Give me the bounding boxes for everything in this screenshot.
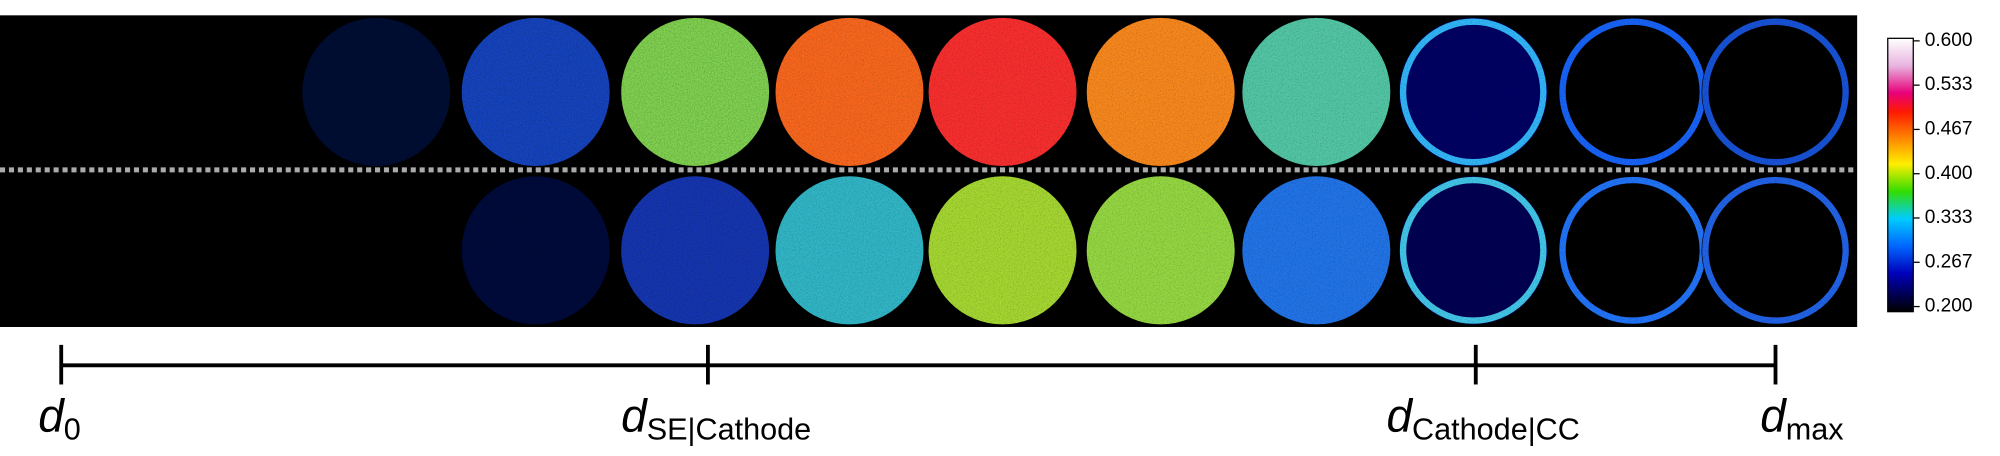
disc-rim <box>1702 176 1849 324</box>
disc <box>621 176 770 325</box>
disc <box>775 17 924 167</box>
colorbar-label: 0.600 <box>1925 30 1973 51</box>
disc <box>1558 17 1707 167</box>
colorbar-label: 0.533 <box>1925 74 1973 95</box>
disc <box>775 176 924 325</box>
disc <box>461 176 610 325</box>
disc <box>1399 176 1548 325</box>
depth-symbol: d <box>621 390 648 442</box>
disc <box>302 17 451 167</box>
depth-marks: d0 dSE|Cathode dCathode|CC dmax <box>38 344 1844 447</box>
colorbar-label: 0.200 <box>1925 296 1973 317</box>
disc <box>928 176 1077 325</box>
disc <box>1701 176 1850 325</box>
disc <box>1242 176 1391 325</box>
disc <box>302 176 451 325</box>
depth-label: dCathode|CC <box>1386 390 1579 447</box>
colorbar-label: 0.267 <box>1925 251 1973 272</box>
disc <box>1558 176 1707 325</box>
depth-symbol: d <box>1386 390 1413 442</box>
disc <box>621 17 770 167</box>
disc-rim <box>1702 18 1849 166</box>
depth-label: dmax <box>1760 390 1843 447</box>
colorbar <box>1887 37 1914 313</box>
depth-label: d0 <box>38 390 81 447</box>
depth-subscript: max <box>1786 412 1844 446</box>
disc-rim <box>1399 176 1547 324</box>
depth-subscript: SE|Cathode <box>647 412 811 446</box>
disc <box>461 17 610 167</box>
disc <box>928 17 1077 167</box>
disc <box>1242 17 1391 167</box>
depth-subscript: 0 <box>64 412 81 446</box>
disc <box>1086 176 1235 325</box>
colorbar-label: 0.333 <box>1925 207 1973 228</box>
depth-symbol: d <box>1760 390 1787 442</box>
disc <box>1086 17 1235 167</box>
depth-symbol: d <box>38 390 65 442</box>
colorbar-ticks: 0.600 0.533 0.467 0.400 0.333 0.267 0.200 <box>1913 30 1973 317</box>
colorbar-label: 0.467 <box>1925 118 1973 139</box>
disc <box>1399 17 1548 167</box>
disc <box>1701 17 1850 167</box>
disc-images <box>302 17 1850 325</box>
depth-label: dSE|Cathode <box>621 390 811 447</box>
depth-subscript: Cathode|CC <box>1412 412 1580 446</box>
disc-rim <box>1399 18 1547 166</box>
colorbar-label: 0.400 <box>1925 163 1973 184</box>
